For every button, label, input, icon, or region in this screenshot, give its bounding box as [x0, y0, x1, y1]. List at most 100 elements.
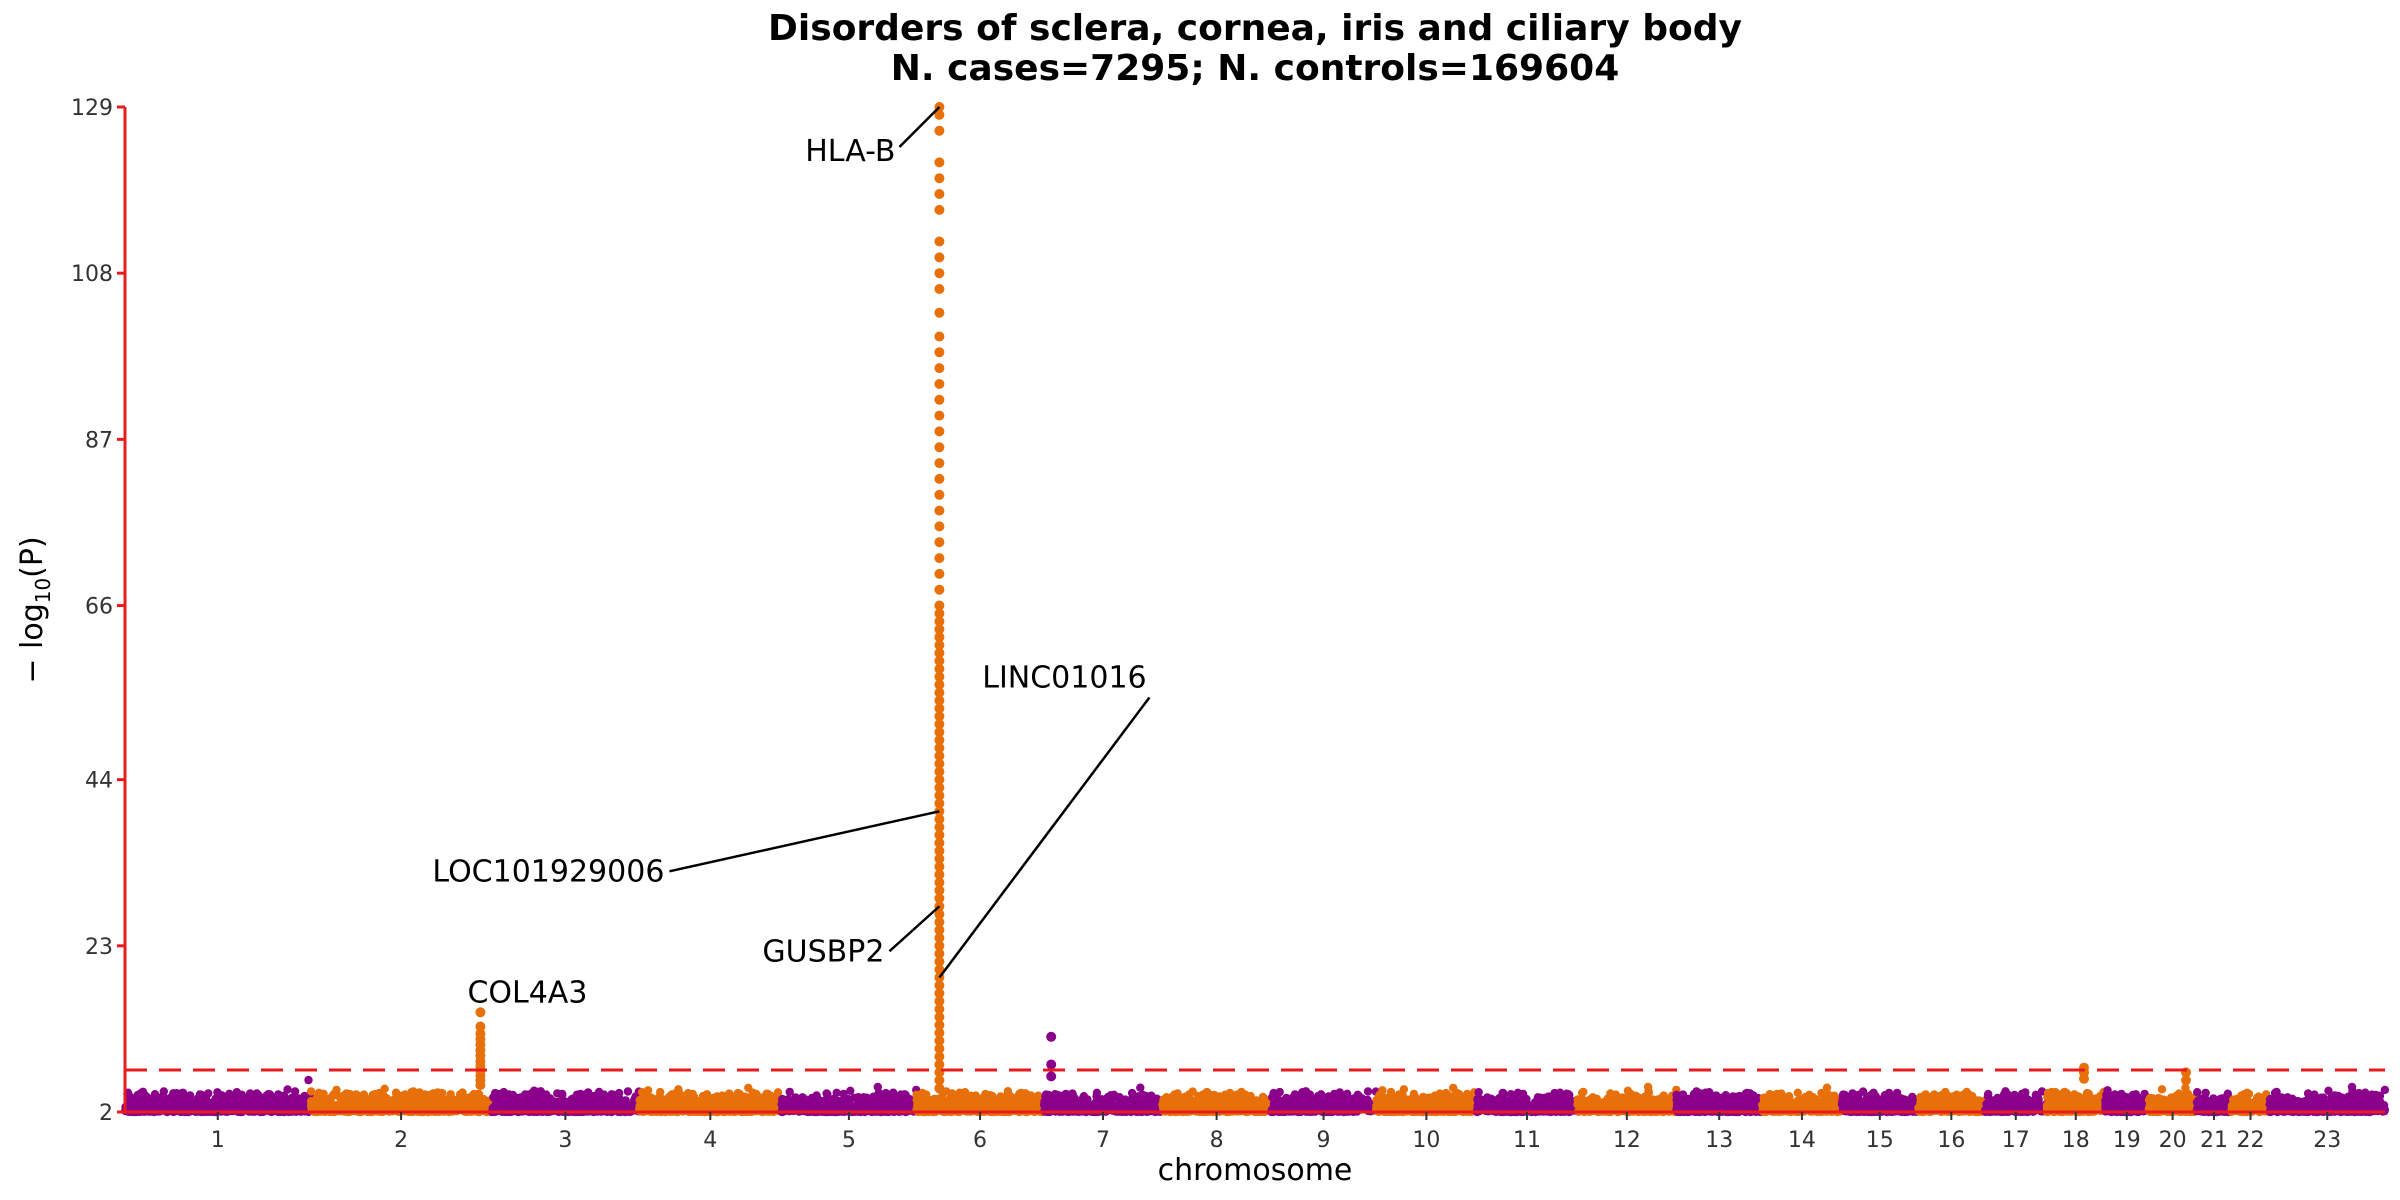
- snp-point: [785, 1087, 794, 1097]
- snp-point: [744, 1083, 753, 1093]
- snp-point: [1221, 1090, 1230, 1099]
- snp-point: [1399, 1085, 1409, 1094]
- snp-point: [455, 1090, 465, 1099]
- snp-point: [637, 1088, 647, 1097]
- snp-point: [1456, 1101, 1465, 1111]
- snp-point: [1172, 1096, 1181, 1105]
- snp-point: [161, 1100, 170, 1109]
- snp-point: [469, 1089, 479, 1099]
- snp-point: [502, 1104, 511, 1113]
- snp-point: [942, 1100, 951, 1109]
- snp-point: [200, 1098, 209, 1107]
- snp-point: [1272, 1092, 1281, 1102]
- snp-point: [757, 1100, 767, 1109]
- snp-point: [352, 1093, 362, 1103]
- snp-point: [265, 1090, 275, 1099]
- snp-point: [1274, 1101, 1284, 1110]
- snp-point: [1397, 1103, 1406, 1112]
- snp-point: [477, 1103, 486, 1112]
- snp-point: [306, 1087, 316, 1096]
- snp-point: [701, 1103, 710, 1112]
- snp-point: [1239, 1102, 1248, 1111]
- snp-point: [499, 1087, 508, 1097]
- snp-point: [437, 1088, 446, 1098]
- snp-point: [947, 1092, 956, 1101]
- snp-point: [1378, 1086, 1387, 1095]
- data-points: [121, 102, 2390, 1117]
- snp-point: [171, 1099, 180, 1108]
- snp-point: [671, 1088, 681, 1098]
- snp-point: [1012, 1098, 1021, 1108]
- snp-point: [378, 1098, 387, 1107]
- snp-point: [129, 1095, 138, 1105]
- snp-point: [742, 1100, 751, 1109]
- snp-point: [684, 1098, 693, 1108]
- snp-point: [440, 1095, 450, 1104]
- snp-point: [656, 1099, 665, 1108]
- snp-point: [179, 1103, 189, 1113]
- snp-point: [321, 1095, 330, 1104]
- snp-point: [166, 1093, 175, 1103]
- snp-point: [919, 1095, 928, 1104]
- snp-point: [667, 1103, 676, 1112]
- snp-point: [1363, 1095, 1372, 1105]
- snp-point: [1310, 1096, 1320, 1106]
- snp-point: [332, 1085, 341, 1095]
- snp-point: [797, 1095, 806, 1105]
- snp-point: [522, 1095, 531, 1105]
- snp-point: [846, 1086, 855, 1096]
- snp-point: [479, 1095, 489, 1104]
- snp-point: [1041, 1092, 1050, 1101]
- snp-point: [607, 1097, 616, 1106]
- snp-point: [504, 1096, 514, 1105]
- snp-point: [1162, 1097, 1172, 1106]
- snp-point: [1435, 1089, 1445, 1098]
- snp-point: [184, 1093, 193, 1102]
- snp-point: [1442, 1096, 1451, 1106]
- snp-point: [1006, 1091, 1015, 1101]
- snp-point: [594, 1089, 603, 1099]
- snp-point: [1324, 1092, 1333, 1101]
- snp-point: [336, 1103, 345, 1113]
- snp-point: [220, 1103, 230, 1113]
- snp-point: [495, 1096, 504, 1105]
- snp-point: [861, 1093, 870, 1103]
- snp-point: [832, 1088, 841, 1098]
- snp-point: [589, 1099, 598, 1109]
- snp-point: [177, 1092, 187, 1102]
- snp-point: [1303, 1089, 1312, 1098]
- snp-point: [1363, 1087, 1373, 1096]
- chart-title: Disorders of sclera, cornea, iris and ci…: [768, 8, 1742, 49]
- snp-point: [552, 1103, 561, 1113]
- snp-point: [204, 1089, 213, 1098]
- snp-point: [491, 1088, 500, 1098]
- snp-point: [159, 1087, 168, 1096]
- snp-point: [677, 1101, 686, 1110]
- snp-point: [543, 1102, 552, 1111]
- snp-point: [1017, 1088, 1026, 1098]
- snp-point: [304, 1075, 313, 1085]
- snp-point: [698, 1096, 707, 1106]
- snp-point: [1343, 1089, 1352, 1099]
- snp-point: [1290, 1097, 1299, 1107]
- snp-point: [346, 1090, 355, 1099]
- snp-point: [380, 1084, 389, 1094]
- snp-point: [873, 1082, 882, 1092]
- snp-point: [1229, 1094, 1238, 1103]
- snp-point: [1106, 1091, 1116, 1100]
- snp-point: [958, 1092, 967, 1102]
- snp-point: [1126, 1102, 1135, 1112]
- snp-point: [784, 1095, 793, 1104]
- snp-point: [623, 1087, 633, 1096]
- snp-point: [450, 1098, 459, 1107]
- snp-point: [599, 1099, 608, 1108]
- snp-point: [1064, 1097, 1073, 1106]
- snp-point: [408, 1094, 417, 1103]
- chart-subtitle: N. cases=7295; N. controls=169604: [891, 48, 1620, 89]
- snp-point: [569, 1094, 578, 1103]
- snp-point: [777, 1100, 786, 1109]
- snp-point: [689, 1092, 699, 1102]
- snp-point: [328, 1092, 337, 1101]
- snp-point: [368, 1096, 378, 1105]
- snp-point: [720, 1102, 729, 1112]
